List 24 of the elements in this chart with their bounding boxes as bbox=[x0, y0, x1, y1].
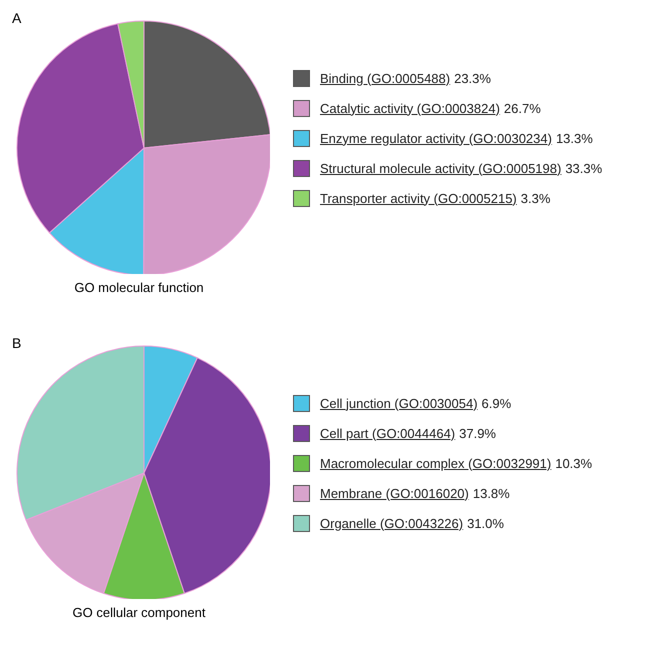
data-label: 31.0% bbox=[467, 516, 504, 530]
data-label: 3.3% bbox=[520, 190, 550, 206]
data-label: 13.3% bbox=[556, 130, 593, 146]
data-label: 13.8% bbox=[472, 486, 510, 500]
legend-label: Membrane (GO:0016020) bbox=[320, 486, 469, 500]
data-label: 26.7% bbox=[504, 100, 541, 116]
data-label: 6.9% bbox=[482, 396, 512, 410]
legend-label: Binding (GO:0005488) bbox=[320, 70, 450, 86]
legend-label: Transporter activity (GO:0005215) bbox=[320, 190, 517, 206]
legend-label: Enzyme regulator activity (GO:0030234) bbox=[320, 130, 552, 146]
legend-label: Catalytic activity (GO:0003824) bbox=[320, 100, 500, 116]
data-label: 37.9% bbox=[459, 426, 496, 440]
legend-label: Cell junction (GO:0030054) bbox=[320, 396, 478, 410]
data-label: 10.3% bbox=[555, 456, 592, 470]
legend-label: Macromolecular complex (GO:0032991) bbox=[320, 456, 552, 470]
text: A bbox=[12, 10, 22, 26]
legend-label: Organelle (GO:0043226) bbox=[320, 516, 464, 530]
text: GO cellular component bbox=[72, 605, 206, 620]
text: GO molecular function bbox=[73, 280, 205, 295]
data-label: 33.3% bbox=[565, 160, 602, 176]
legend-label: Cell part (GO:0044464) bbox=[320, 426, 456, 440]
data-label: 23.3% bbox=[454, 70, 491, 86]
text: B bbox=[12, 335, 22, 351]
legend-label: Structural molecule activity (GO:0005198) bbox=[320, 160, 562, 176]
